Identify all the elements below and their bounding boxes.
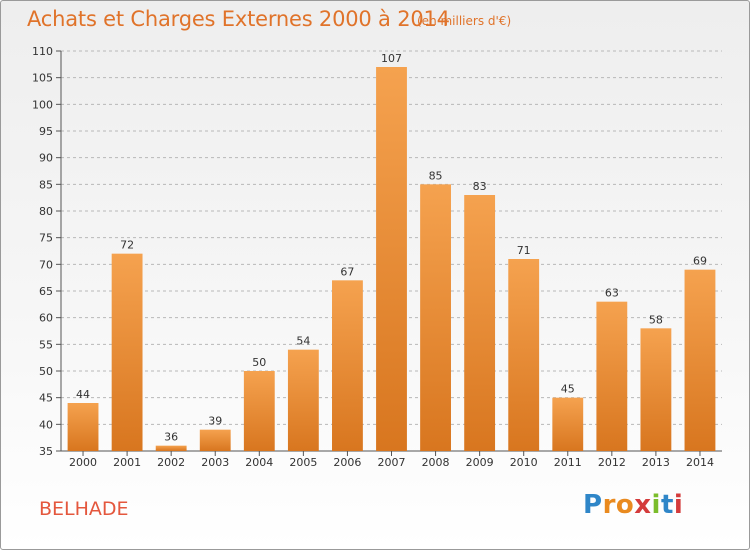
logo-text: Proxiti [583,490,684,520]
bar-2013 [640,328,672,451]
x-tick-label: 2008 [422,456,450,469]
x-tick-label: 2003 [201,456,229,469]
data-label-2001: 72 [120,239,134,252]
data-label-2011: 45 [561,383,575,396]
x-tick-label: 2014 [686,456,714,469]
y-tick-label: 35 [39,445,53,458]
data-label-2003: 39 [208,415,222,428]
bar-2003 [199,429,231,451]
commune-name: BELHADE [39,498,129,520]
x-tick-label: 2006 [333,456,361,469]
data-label-2014: 69 [693,255,707,268]
y-tick-label: 50 [39,365,53,378]
x-tick-label: 2010 [510,456,538,469]
x-tick-label: 2013 [642,456,670,469]
y-tick-label: 70 [39,258,53,271]
x-tick-label: 2000 [69,456,97,469]
y-tick-label: 90 [39,152,53,165]
y-tick-label: 65 [39,285,53,298]
bar-2010 [508,259,540,451]
x-tick-label: 2005 [289,456,317,469]
bar-2008 [420,184,451,452]
chart-title: Achats et Charges Externes 2000 à 2014 [27,7,450,31]
y-tick-label: 105 [32,72,53,85]
x-tick-label: 2009 [466,456,494,469]
data-label-2005: 54 [296,335,310,348]
x-tick-label: 2004 [245,456,273,469]
y-tick-label: 100 [32,98,53,111]
data-label-2013: 58 [649,313,663,326]
bar-2007 [376,67,407,451]
bar-2006 [332,280,363,451]
bar-2014 [684,269,716,451]
bar-2011 [552,397,584,451]
y-tick-label: 95 [39,125,53,138]
bar-2000 [67,403,99,451]
bar-2005 [287,349,319,451]
y-tick-label: 40 [39,418,53,431]
bar-2009 [464,195,496,451]
data-label-2009: 83 [473,180,487,193]
y-tick-label: 45 [39,392,53,405]
data-label-2007: 107 [381,52,402,65]
y-tick-label: 75 [39,232,53,245]
data-labels: 44 72 36 39 50 54 67 107 85 83 71 45 63 58 69 [76,52,707,444]
data-label-2010: 71 [517,244,531,257]
chart-subtitle: (en milliers d'€) [417,14,512,28]
x-tick-label: 2011 [554,456,582,469]
data-label-2000: 44 [76,388,90,401]
y-tick-label: 85 [39,178,53,191]
y-tick-label: 55 [39,338,53,351]
data-label-2008: 85 [429,169,443,182]
y-tick-label: 110 [32,45,53,58]
data-label-2002: 36 [164,431,178,444]
proxiti-logo: Proxiti [583,490,683,520]
bar-2012 [596,301,628,451]
x-tick-label: 2002 [157,456,185,469]
bar-2004 [243,371,275,451]
data-label-2006: 67 [340,265,354,278]
y-tick-label: 80 [39,205,53,218]
y-tick-label: 60 [39,312,53,325]
data-label-2004: 50 [252,356,266,369]
bars [67,67,716,452]
x-tick-label: 2001 [113,456,141,469]
x-tick-label: 2012 [598,456,626,469]
bar-2002 [155,445,187,451]
data-label-2012: 63 [605,287,619,300]
x-tick-label: 2007 [378,456,406,469]
axes: 35 40 45 50 55 60 65 70 75 80 85 90 95 100 105 110 2000 2… [32,45,722,469]
bar-2001 [111,253,143,451]
